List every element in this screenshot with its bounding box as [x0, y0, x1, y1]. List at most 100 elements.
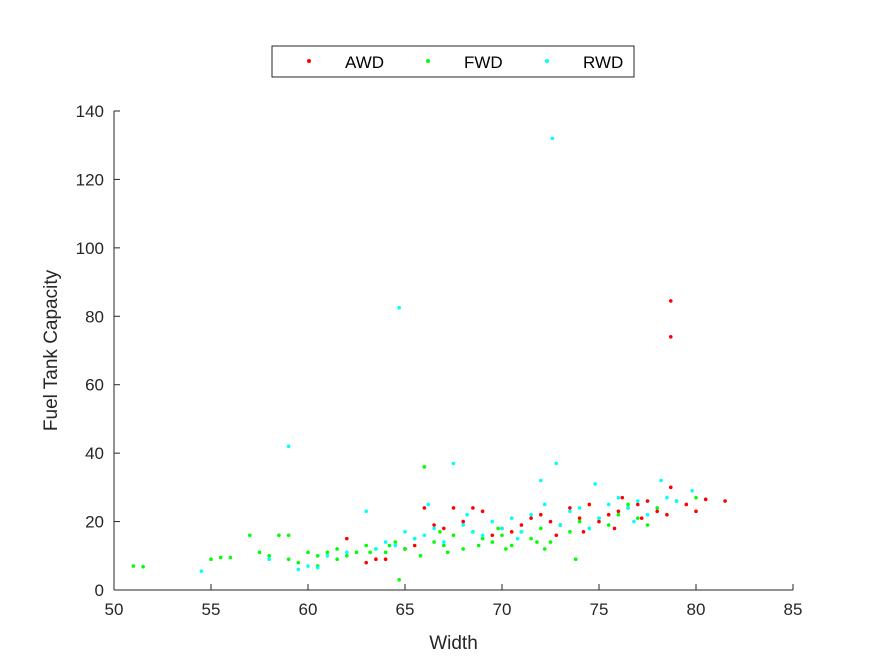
point-rwd [587, 526, 592, 531]
point-fwd [568, 530, 572, 534]
point-fwd [535, 540, 539, 544]
y-tick-label: 60 [85, 376, 104, 395]
point-awd [374, 557, 378, 562]
point-awd [442, 526, 446, 531]
y-tick-label: 100 [76, 239, 104, 258]
point-awd [539, 512, 543, 517]
point-awd [606, 512, 611, 517]
legend-label-awd: AWD [345, 53, 384, 72]
point-rwd [345, 550, 349, 555]
y-tick-label: 140 [76, 102, 104, 121]
point-fwd [228, 555, 233, 560]
point-fwd [296, 560, 301, 565]
point-rwd [674, 499, 679, 503]
point-rwd [558, 523, 562, 527]
point-awd [612, 526, 617, 531]
point-fwd [504, 547, 508, 551]
legend-marker-fwd [426, 59, 430, 63]
point-fwd [209, 557, 213, 562]
y-tick-label: 120 [76, 170, 104, 189]
x-tick-label: 85 [784, 600, 803, 619]
point-fwd [368, 550, 372, 555]
point-rwd [364, 509, 369, 514]
legend-label-fwd: FWD [464, 53, 503, 72]
point-awd [581, 530, 586, 534]
point-fwd [345, 553, 349, 558]
point-fwd [315, 553, 320, 558]
point-rwd [267, 557, 272, 562]
point-fwd [509, 543, 514, 548]
x-tick-label: 65 [396, 600, 415, 619]
point-awd [529, 516, 533, 520]
point-fwd [636, 516, 640, 520]
point-rwd [636, 499, 640, 503]
point-fwd [490, 540, 495, 544]
point-awd [432, 523, 436, 527]
point-rwd [490, 519, 495, 524]
point-fwd [325, 550, 330, 555]
point-fwd [438, 530, 442, 534]
point-awd [509, 530, 514, 534]
legend: AWD FWD RWD [271, 45, 635, 78]
y-axis-label: Fuel Tank Capacity [41, 269, 62, 431]
point-fwd [383, 550, 388, 555]
point-awd [668, 335, 673, 339]
point-rwd [315, 565, 320, 570]
point-rwd [665, 495, 669, 500]
point-awd [645, 499, 650, 503]
point-fwd [529, 536, 533, 541]
point-rwd [568, 509, 572, 514]
point-fwd [131, 564, 136, 568]
point-fwd [422, 465, 427, 469]
y-tick-label: 0 [95, 581, 104, 600]
point-awd [694, 509, 698, 514]
y-tick-label: 40 [85, 444, 104, 463]
point-rwd [480, 533, 485, 538]
point-fwd [655, 506, 659, 510]
point-fwd [141, 564, 145, 569]
point-fwd [397, 577, 401, 582]
point-rwd [509, 516, 514, 520]
point-fwd [694, 495, 698, 500]
point-awd [471, 506, 475, 510]
point-fwd [418, 553, 423, 558]
point-rwd [325, 553, 330, 558]
point-fwd [442, 543, 446, 548]
point-fwd [432, 540, 436, 544]
point-awd [345, 536, 349, 541]
point-rwd [606, 502, 611, 507]
y-ticks: 0 20 40 60 80 100 120 140 [76, 102, 120, 600]
point-rwd [690, 488, 694, 493]
point-rwd [393, 543, 398, 548]
point-awd [665, 512, 669, 517]
x-ticks: 50 55 60 65 70 75 80 85 [105, 584, 803, 619]
point-rwd [577, 506, 582, 510]
point-fwd [277, 533, 281, 538]
point-fwd [248, 533, 252, 538]
point-fwd [480, 536, 485, 541]
point-fwd [286, 533, 291, 538]
point-rwd [645, 512, 650, 517]
point-rwd [199, 569, 204, 573]
point-fwd [577, 519, 582, 524]
point-awd [548, 519, 553, 524]
point-awd [668, 299, 673, 303]
legend-marker-awd [307, 59, 311, 63]
point-rwd [542, 502, 547, 507]
point-rwd [383, 540, 388, 544]
point-fwd [539, 526, 543, 531]
point-rwd [616, 495, 621, 500]
point-fwd [257, 550, 262, 555]
point-fwd [445, 550, 450, 555]
point-fwd [451, 533, 456, 538]
point-fwd [626, 502, 630, 507]
point-rwd [296, 567, 301, 572]
point-rwd [659, 478, 663, 483]
point-fwd [354, 550, 359, 555]
point-fwd [476, 543, 481, 548]
point-fwd [616, 512, 621, 517]
point-rwd [442, 540, 446, 544]
point-awd [519, 523, 524, 527]
point-rwd [306, 564, 310, 568]
point-fwd [393, 540, 398, 544]
